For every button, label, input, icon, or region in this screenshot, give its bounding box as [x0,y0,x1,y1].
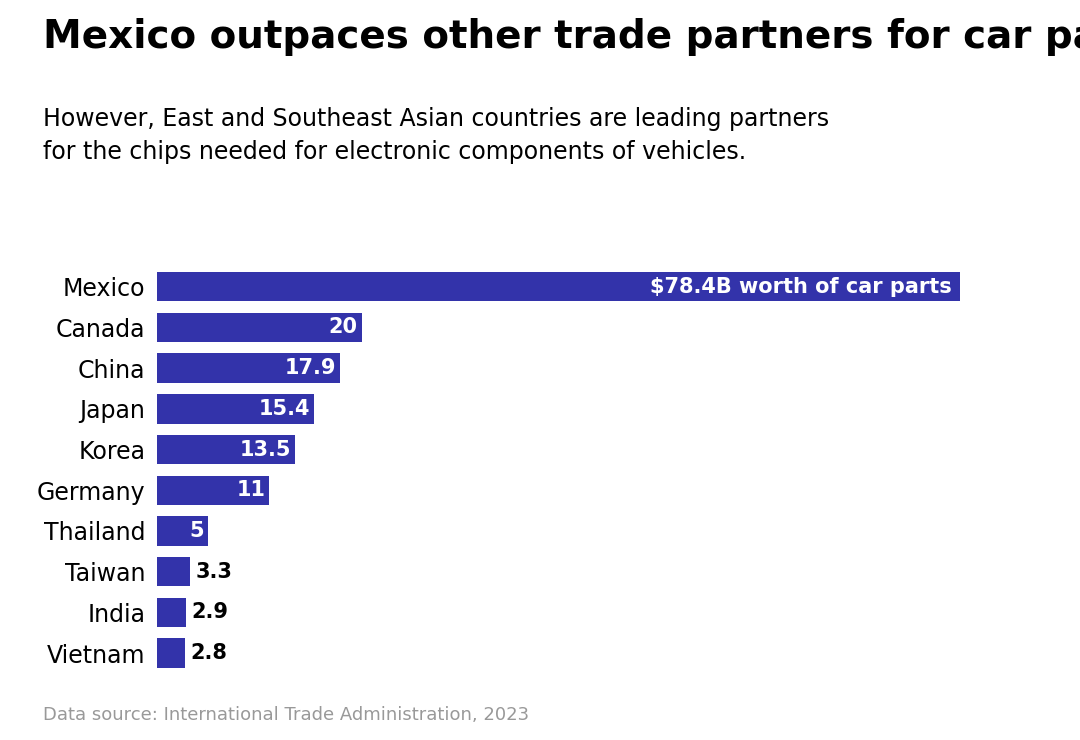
Text: 17.9: 17.9 [284,358,336,378]
Text: 13.5: 13.5 [240,440,291,460]
Text: 2.9: 2.9 [191,602,229,622]
Bar [157,598,187,627]
Bar [157,476,269,505]
Text: 15.4: 15.4 [259,399,310,419]
Text: However, East and Southeast Asian countries are leading partners
for the chips n: However, East and Southeast Asian countr… [43,107,829,164]
Text: Mexico outpaces other trade partners for car parts: Mexico outpaces other trade partners for… [43,18,1080,56]
Text: 11: 11 [237,480,266,500]
Text: 20: 20 [328,317,357,337]
Bar [157,435,295,464]
Bar [157,394,314,423]
Text: 3.3: 3.3 [195,562,232,582]
Bar [157,354,340,383]
Bar [157,517,207,545]
Bar [157,272,960,301]
Text: 2.8: 2.8 [190,643,227,663]
Bar [157,313,362,342]
Bar [157,557,190,586]
Text: $78.4B worth of car parts: $78.4B worth of car parts [650,277,951,297]
Bar [157,639,186,667]
Text: Data source: International Trade Administration, 2023: Data source: International Trade Adminis… [43,706,529,724]
Text: 5: 5 [189,521,204,541]
